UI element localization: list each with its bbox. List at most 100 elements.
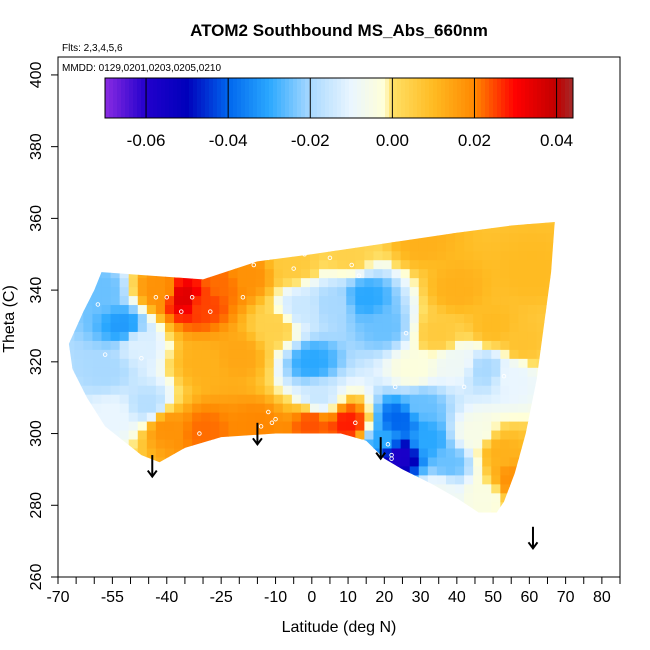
field-cell: [164, 358, 175, 368]
field-cell: [92, 322, 103, 332]
field-cell: [473, 259, 483, 270]
colorbar-segment: [361, 78, 366, 118]
field-cell: [255, 331, 266, 341]
field-cell: [464, 268, 474, 279]
field-cell: [400, 412, 411, 422]
field-cell: [527, 268, 538, 279]
field-cell: [355, 223, 365, 234]
field-cell: [74, 385, 84, 395]
field-cell: [382, 438, 393, 449]
field-cell: [527, 394, 538, 404]
field-cell: [355, 304, 365, 315]
field-cell: [427, 221, 438, 225]
field-cell: [92, 340, 103, 350]
field-cell: [418, 429, 429, 440]
field-cell: [355, 322, 365, 332]
field-cell: [155, 465, 166, 476]
field-cell: [337, 474, 347, 485]
field-cell: [201, 385, 211, 395]
field-cell: [445, 385, 456, 395]
field-cell: [174, 277, 184, 288]
field-cell: [482, 483, 492, 494]
field-cell: [527, 295, 538, 306]
field-cell: [445, 241, 456, 252]
field-cell: [255, 510, 266, 513]
sample-point: [164, 295, 170, 300]
field-cell: [309, 429, 320, 440]
field-cell: [509, 358, 520, 368]
field-cell: [174, 465, 184, 476]
field-cell: [83, 412, 94, 422]
field-cell: [491, 313, 501, 323]
field-cell: [545, 394, 555, 404]
colorbar-segment: [245, 78, 250, 118]
field-cell: [337, 447, 347, 458]
field-cell: [536, 376, 547, 386]
field-cell: [409, 483, 420, 494]
field-cell: [382, 421, 393, 431]
field-cell: [319, 474, 329, 485]
field-cell: [455, 376, 465, 386]
colorbar-segment: [265, 78, 270, 118]
field-cell: [545, 412, 555, 422]
field-cell: [545, 447, 555, 458]
field-cell: [164, 412, 175, 422]
field-cell: [164, 429, 175, 440]
field-cell: [101, 483, 112, 494]
field-cell: [482, 492, 492, 503]
field-cell: [164, 295, 175, 306]
field-cell: [174, 394, 184, 404]
field-cell: [92, 286, 103, 297]
field-cell: [282, 376, 293, 386]
colorbar-tick-label: -0.06: [127, 131, 166, 150]
field-cell: [545, 421, 555, 431]
field-cell: [174, 304, 184, 315]
field-cell: [427, 421, 438, 431]
field-cell: [518, 331, 529, 341]
field-cell: [346, 483, 356, 494]
field-cell: [464, 376, 474, 386]
field-cell: [518, 403, 529, 413]
field-cell: [201, 221, 211, 225]
field-cell: [291, 358, 302, 368]
field-cell: [554, 465, 555, 476]
field-cell: [174, 259, 184, 270]
field-cell: [382, 429, 393, 440]
field-cell: [183, 492, 193, 503]
field-cell: [246, 259, 257, 270]
field-cell: [119, 349, 130, 359]
field-cell: [391, 367, 402, 377]
field-cell: [255, 403, 266, 413]
field-cell: [291, 501, 302, 512]
field-cell: [473, 501, 483, 512]
field-cell: [68, 412, 75, 422]
field-cell: [554, 268, 555, 279]
field-cell: [192, 331, 202, 341]
field-cell: [346, 394, 356, 404]
field-cell: [68, 483, 75, 494]
field-cell: [164, 349, 175, 359]
field-cell: [74, 501, 84, 512]
field-cell: [409, 241, 420, 252]
field-cell: [328, 456, 338, 467]
field-cell: [291, 483, 302, 494]
field-cell: [74, 438, 84, 449]
field-cell: [164, 277, 175, 288]
field-cell: [355, 250, 365, 261]
field-cell: [155, 483, 166, 494]
field-cell: [500, 474, 511, 485]
sample-point: [208, 309, 213, 314]
field-cell: [527, 313, 538, 323]
field-cell: [83, 376, 94, 386]
field-cell: [445, 358, 456, 368]
field-cell: [291, 340, 302, 350]
field-cell: [382, 340, 393, 350]
field-cell: [382, 277, 393, 288]
field-cell: [364, 268, 375, 279]
field-cell: [210, 322, 220, 332]
field-cell: [500, 501, 511, 512]
field-cell: [74, 510, 84, 513]
field-cell: [137, 421, 148, 431]
field-cell: [83, 421, 94, 431]
